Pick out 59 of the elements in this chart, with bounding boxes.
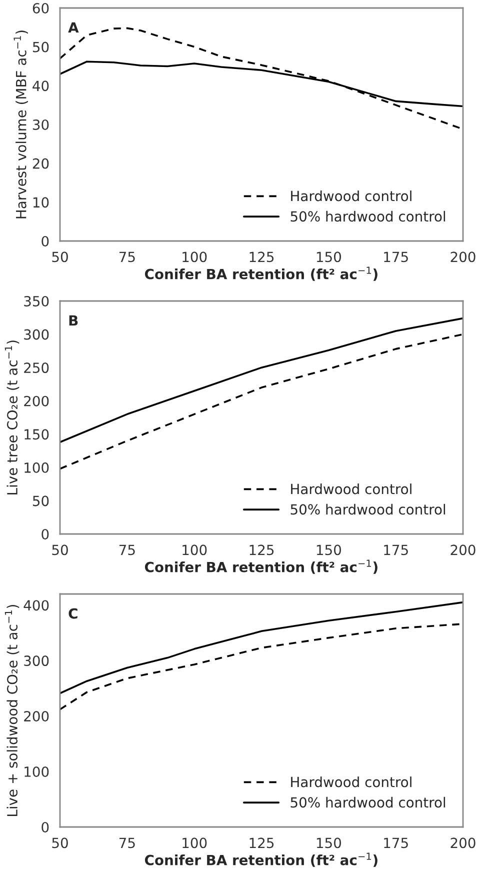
- legend-label: Hardwood control: [291, 776, 412, 788]
- annotation: A: [68, 22, 79, 33]
- y-tick-label: 200: [24, 396, 49, 406]
- y-tick-label: 300: [24, 656, 49, 666]
- y-tick-label: 50: [32, 496, 49, 506]
- y-tick-label: 250: [24, 362, 49, 374]
- x-tick-label: 200: [450, 544, 476, 556]
- x-tick-label: 125: [250, 544, 274, 556]
- x-tick-label: 100: [182, 252, 207, 262]
- x-tick-label: 175: [384, 838, 408, 848]
- x-axis-title: Conifer BA retention (ft² ac$^{−1}$): [144, 560, 378, 574]
- y-axis-title: Live + solidwood CO₂e (t ac$^{−1}$): [4, 604, 20, 816]
- x-tick-label: 150: [316, 252, 341, 262]
- x-tick-label: 100: [182, 544, 207, 556]
- y-tick-label: 200: [24, 711, 49, 722]
- line-series: [60, 317, 463, 444]
- x-axis-title: Conifer BA retention (ft² ac$^{−1}$): [144, 266, 378, 281]
- legend-label: 50% hardwood control: [290, 210, 446, 222]
- line-series: [60, 333, 463, 470]
- x-tick-label: 75: [119, 252, 135, 262]
- y-tick-label: 60: [32, 2, 49, 14]
- y-tick-label: 400: [24, 600, 49, 611]
- y-axis-title: Live tree CO₂e (t ac$^{−1}$): [4, 340, 20, 494]
- y-tick-label: 20: [32, 158, 49, 169]
- y-tick-label: 50: [32, 42, 49, 52]
- x-axis-title: Conifer BA retention (ft² ac$^{−1}$): [144, 852, 378, 867]
- y-tick-label: 100: [24, 462, 49, 473]
- x-tick-label: 150: [316, 544, 341, 556]
- x-tick-label: 100: [182, 838, 207, 848]
- y-tick-label: 150: [24, 429, 49, 440]
- x-tick-label: 75: [119, 544, 135, 556]
- line-series: [60, 601, 463, 694]
- x-tick-label: 200: [450, 252, 476, 262]
- y-tick-label: 100: [24, 766, 49, 777]
- legend-label: Hardwood control: [291, 484, 412, 494]
- y-tick-label: 40: [32, 80, 49, 92]
- x-tick-label: 50: [52, 252, 68, 262]
- legend-label: 50% hardwood control: [290, 796, 446, 808]
- x-tick-label: 75: [119, 838, 135, 848]
- x-tick-label: 50: [52, 544, 68, 556]
- y-tick-label: 300: [24, 329, 49, 340]
- x-tick-label: 175: [384, 544, 408, 556]
- y-tick-label: 350: [24, 296, 49, 306]
- annotation: C: [68, 608, 78, 619]
- y-axis-title: Harvest volume (MBF ac$^{−1}$): [14, 30, 28, 218]
- x-tick-label: 50: [52, 838, 68, 848]
- x-tick-label: 150: [316, 838, 341, 848]
- x-tick-label: 125: [250, 838, 274, 848]
- legend-label: Hardwood control: [291, 190, 412, 202]
- annotation: B: [69, 315, 78, 326]
- x-tick-label: 125: [250, 252, 274, 262]
- y-tick-label: 0: [42, 528, 49, 540]
- y-tick-label: 0: [42, 236, 49, 246]
- y-tick-label: 10: [33, 197, 49, 208]
- legend-label: 50% hardwood control: [290, 504, 446, 515]
- x-tick-label: 200: [450, 838, 476, 848]
- y-tick-label: 0: [42, 822, 49, 832]
- x-tick-label: 175: [384, 252, 408, 262]
- y-tick-label: 30: [32, 119, 49, 130]
